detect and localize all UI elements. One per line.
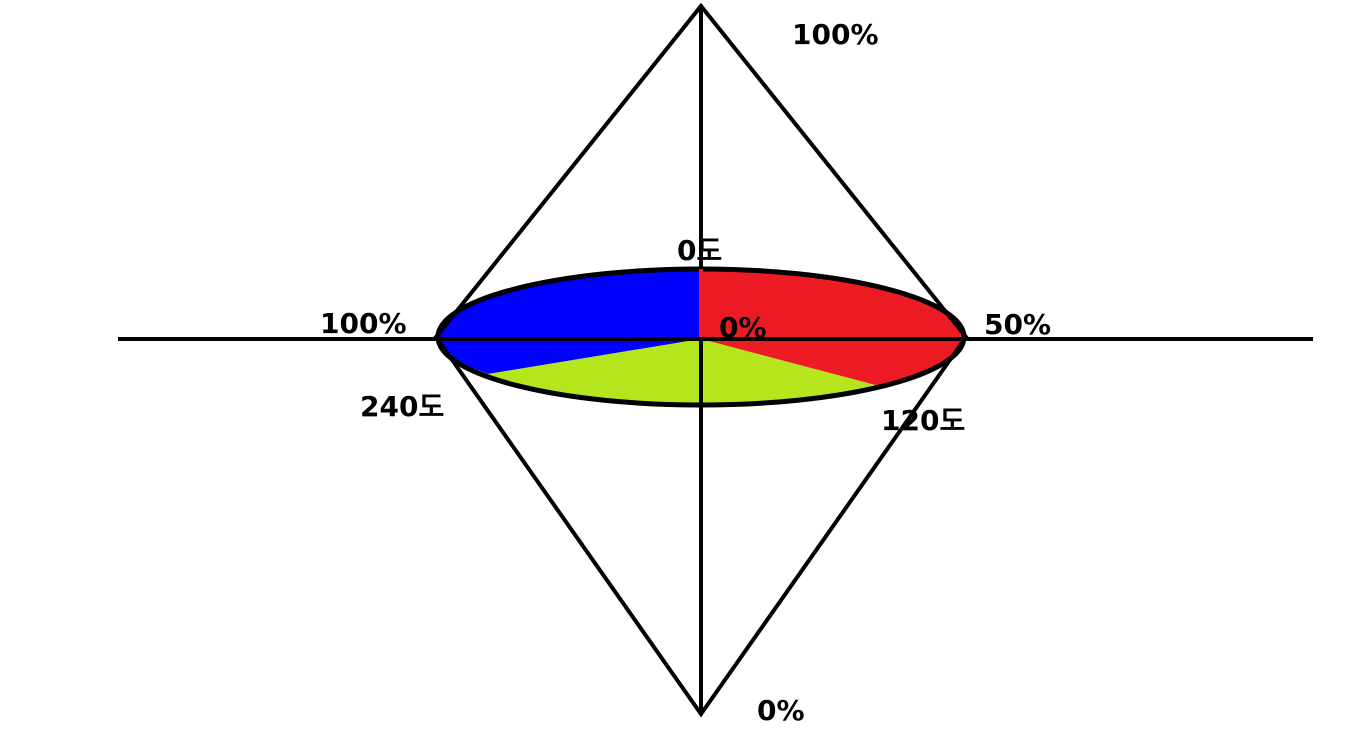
hue-segment-green bbox=[488, 339, 879, 406]
label-bottom-lightness: 0% bbox=[757, 694, 805, 727]
label-hue-0: 0도 bbox=[677, 234, 722, 267]
label-left-saturation: 100% bbox=[320, 307, 407, 340]
label-top-lightness: 100% bbox=[792, 18, 879, 51]
double-cone-outline bbox=[433, 2, 969, 718]
label-right-saturation: 50% bbox=[984, 308, 1051, 341]
hue-segment-red bbox=[701, 269, 965, 386]
label-hue-240: 240도 bbox=[360, 390, 444, 423]
label-center-saturation: 0% bbox=[719, 311, 767, 344]
label-hue-120: 120도 bbox=[881, 404, 965, 437]
hue-segment-blue bbox=[437, 268, 701, 374]
